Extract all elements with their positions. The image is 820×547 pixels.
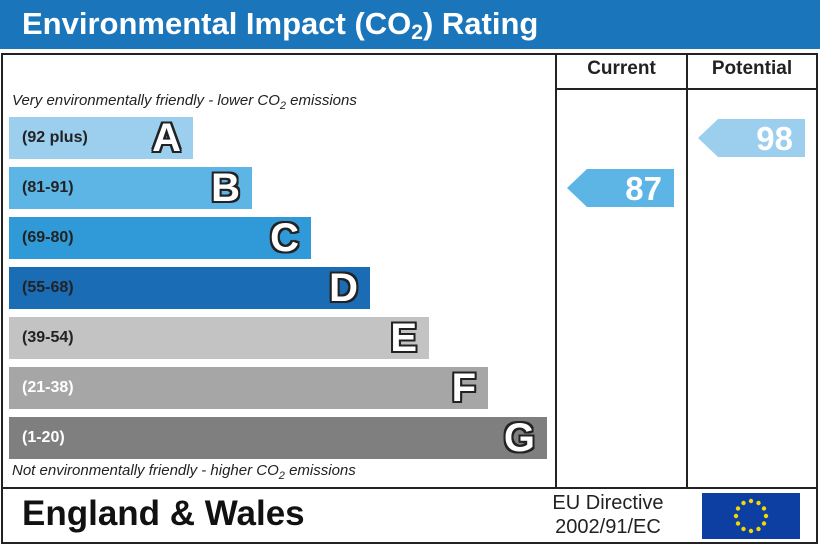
- eu-star: [735, 506, 741, 511]
- band-range-label: (39-54): [22, 329, 74, 346]
- directive-line-1: EU Directive: [552, 492, 664, 514]
- band-e: (39-54) E: [9, 316, 429, 360]
- eu-star: [735, 521, 741, 526]
- current-rating-arrow: 87: [567, 169, 674, 207]
- potential-rating-arrow: 98: [698, 119, 805, 157]
- eu-flag-icon: [702, 493, 800, 539]
- eu-star: [756, 526, 761, 532]
- band-g: (1-20) G: [9, 416, 547, 460]
- band-range-label: (81-91): [22, 179, 74, 196]
- band-letter: E: [390, 316, 417, 360]
- band-letter: F: [451, 366, 476, 410]
- directive-line-2: 2002/91/EC: [555, 516, 661, 538]
- header-bar: Environmental Impact (CO2) Rating: [0, 0, 820, 49]
- band-range-label: (21-38): [22, 379, 74, 396]
- eu-star: [741, 526, 746, 532]
- eu-star: [733, 513, 739, 519]
- band-b: (81-91) B: [9, 166, 252, 210]
- eu-star: [748, 498, 754, 504]
- band-range-label: (92 plus): [22, 129, 88, 146]
- chart-title: Environmental Impact (CO2) Rating: [22, 6, 539, 44]
- current-rating-arrow-shape: [567, 169, 674, 207]
- eu-star: [748, 528, 754, 534]
- eu-star: [741, 500, 746, 506]
- region-label: England & Wales: [22, 494, 305, 533]
- band-range-label: (55-68): [22, 279, 74, 296]
- band-letter: A: [152, 116, 181, 160]
- band-d: (55-68) D: [9, 266, 370, 310]
- band-range-label: (1-20): [22, 429, 65, 446]
- top-note: Very environmentally friendly - lower CO…: [12, 92, 357, 112]
- band-f: (21-38) F: [9, 366, 488, 410]
- potential-rating-arrow-shape: [698, 119, 805, 157]
- band-c: (69-80) C: [9, 216, 311, 260]
- current-rating-arrow-value: 87: [625, 170, 662, 207]
- band-letter: C: [270, 216, 299, 260]
- band-letter: G: [503, 416, 535, 460]
- eu-star: [763, 513, 769, 519]
- current-column-header: Current: [587, 58, 656, 79]
- eu-star: [761, 506, 767, 511]
- potential-column-header: Potential: [711, 58, 793, 79]
- band-letter: D: [329, 266, 358, 310]
- potential-rating-arrow-value: 98: [756, 120, 793, 157]
- eu-star: [756, 500, 761, 506]
- band-range-label: (69-80): [22, 229, 74, 246]
- band-letter: B: [211, 166, 240, 210]
- eu-star: [761, 521, 767, 526]
- bottom-note: Not environmentally friendly - higher CO…: [12, 462, 356, 482]
- band-a: (92 plus) A: [9, 116, 193, 160]
